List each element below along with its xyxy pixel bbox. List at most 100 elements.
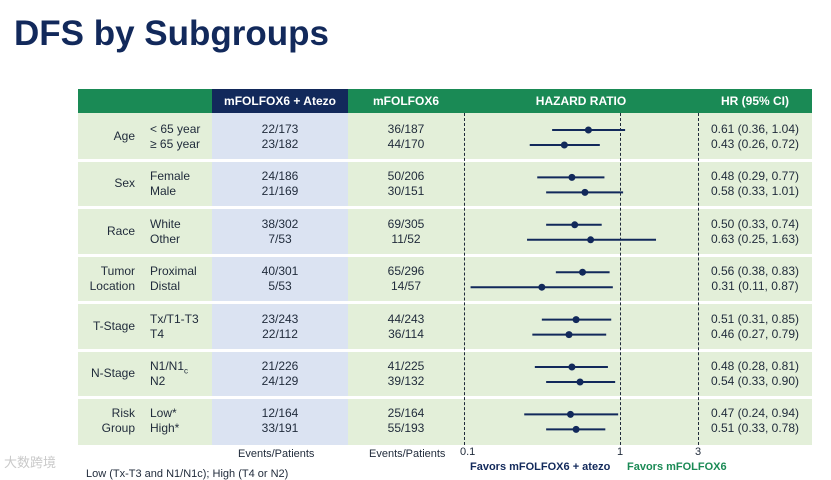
favors-atezo-label: Favors mFOLFOX6 + atezo <box>470 461 611 473</box>
hr-point <box>572 425 580 433</box>
control-plot-panel <box>348 113 812 445</box>
hr-point <box>572 316 580 324</box>
hr-ci-value: 0.43 (0.26, 0.72) <box>710 137 800 151</box>
group-separator <box>78 395 812 399</box>
group-label: Tumor <box>100 264 135 279</box>
footer-control-events: Events/Patients <box>369 448 446 460</box>
risk-footnote: Low (Tx-T3 and N1/N1c); High (T4 or N2) <box>86 468 289 480</box>
x-tick-3: 3 <box>695 446 702 458</box>
watermark: 大数跨境 <box>4 455 57 470</box>
control-events: 11/52 <box>391 231 421 246</box>
hr-ci-value: 0.56 (0.38, 0.83) <box>710 264 800 279</box>
hr-point <box>568 363 576 371</box>
x-tick-0.1: 0.1 <box>460 446 476 458</box>
hr-ci-value: 0.48 (0.28, 0.81) <box>710 359 800 373</box>
group-label: Group <box>101 421 135 436</box>
hr-point <box>587 236 595 244</box>
group-separator <box>78 206 812 210</box>
atezo-events: 23/243 <box>261 311 299 326</box>
hr-ci-value: 0.54 (0.33, 0.90) <box>710 374 800 388</box>
subgroup-label: T4 <box>150 326 165 341</box>
subgroup-label: N1/N1c <box>150 359 188 375</box>
atezo-panel <box>212 113 348 445</box>
atezo-events: 12/164 <box>261 406 299 421</box>
hr-ci-value: 0.31 (0.11, 0.87) <box>711 279 799 294</box>
hr-point <box>571 221 579 229</box>
hr-point <box>566 410 574 418</box>
control-events: 36/187 <box>387 122 425 136</box>
forest-plot-table: mFOLFOX6 + Atezo mFOLFOX6 HAZARD RATIO H… <box>78 89 812 445</box>
subgroup-label: Low* <box>150 406 177 421</box>
subgroup-label: ≥ 65 year <box>150 137 200 151</box>
group-separator <box>78 253 812 257</box>
favors-control-label: Favors mFOLFOX6 <box>627 461 727 473</box>
hr-ci-value: 0.58 (0.33, 1.01) <box>710 184 800 199</box>
header-atezo: mFOLFOX6 + Atezo <box>212 89 348 113</box>
subgroup-label-subscript: c <box>184 366 189 376</box>
subgroup-label-main: N1/N1 <box>150 359 185 373</box>
control-events: 30/151 <box>387 184 425 199</box>
group-label: N-Stage <box>90 366 135 380</box>
subgroup-label: Tx/T1-T3 <box>150 311 199 326</box>
atezo-events: 23/182 <box>261 137 299 151</box>
subgroup-label: N2 <box>150 374 166 388</box>
atezo-events: 21/169 <box>261 184 299 199</box>
atezo-events: 24/186 <box>261 169 299 184</box>
x-tick-1: 1 <box>617 446 624 458</box>
group-label: Race <box>106 223 135 238</box>
control-events: 69/305 <box>387 216 425 231</box>
group-separator <box>78 348 812 352</box>
control-events: 25/164 <box>387 406 425 421</box>
plot-right-boundary <box>698 113 699 445</box>
subgroup-label: Distal <box>150 279 181 294</box>
header-blank <box>78 89 212 113</box>
subgroup-label: High* <box>150 421 180 436</box>
atezo-events: 21/226 <box>261 359 299 373</box>
hr-ci-value: 0.47 (0.24, 0.94) <box>710 406 800 421</box>
control-events: 14/57 <box>390 279 422 294</box>
header-hazard-ratio: HAZARD RATIO <box>464 89 698 113</box>
group-label: Location <box>89 279 135 294</box>
hr-ci-value: 0.51 (0.33, 0.78) <box>710 421 800 436</box>
control-events: 44/243 <box>387 311 425 326</box>
forest-plot-marks <box>470 126 657 433</box>
group-label: Sex <box>114 176 135 191</box>
subgroup-label: < 65 year <box>150 122 201 136</box>
group-separator <box>78 301 812 305</box>
hr-point <box>584 126 592 134</box>
group-label: T-Stage <box>92 318 135 333</box>
group-separator <box>78 158 812 162</box>
page-title: DFS by Subgroups <box>14 14 329 53</box>
hr-ci-value: 0.48 (0.29, 0.77) <box>710 169 800 184</box>
atezo-events: 24/129 <box>261 374 299 388</box>
hr-ci-value: 0.50 (0.33, 0.74) <box>710 216 800 231</box>
hr-point <box>568 173 576 181</box>
control-events: 41/225 <box>387 359 425 373</box>
hr-point <box>576 378 584 386</box>
control-events: 65/296 <box>387 264 425 279</box>
control-events: 50/206 <box>387 169 425 184</box>
atezo-events: 38/302 <box>261 216 299 231</box>
footer-atezo-events: Events/Patients <box>238 448 315 460</box>
atezo-events: 33/191 <box>261 421 299 436</box>
control-events: 36/114 <box>388 326 424 341</box>
subgroup-label: White <box>150 216 181 231</box>
control-events: 44/170 <box>387 137 425 151</box>
atezo-events: 5/53 <box>268 279 292 294</box>
hr-ci-value: 0.51 (0.31, 0.85) <box>710 311 800 326</box>
plot-left-boundary <box>464 113 465 445</box>
hr-ci-value: 0.63 (0.25, 1.63) <box>710 231 800 246</box>
subgroup-label: Female <box>150 169 191 184</box>
atezo-events: 22/173 <box>261 122 299 136</box>
header-hr-ci: HR (95% CI) <box>698 89 812 113</box>
atezo-events: 22/112 <box>262 326 298 341</box>
subgroup-label: Male <box>150 184 177 199</box>
hr-point <box>579 268 587 276</box>
group-label: Risk <box>111 406 135 421</box>
hr-ci-value: 0.61 (0.36, 1.04) <box>710 122 800 136</box>
label-panel <box>78 113 212 445</box>
control-events: 55/193 <box>387 421 425 436</box>
hr-point <box>538 283 546 291</box>
subgroup-label: Proximal <box>150 264 197 279</box>
control-events: 39/132 <box>387 374 425 388</box>
